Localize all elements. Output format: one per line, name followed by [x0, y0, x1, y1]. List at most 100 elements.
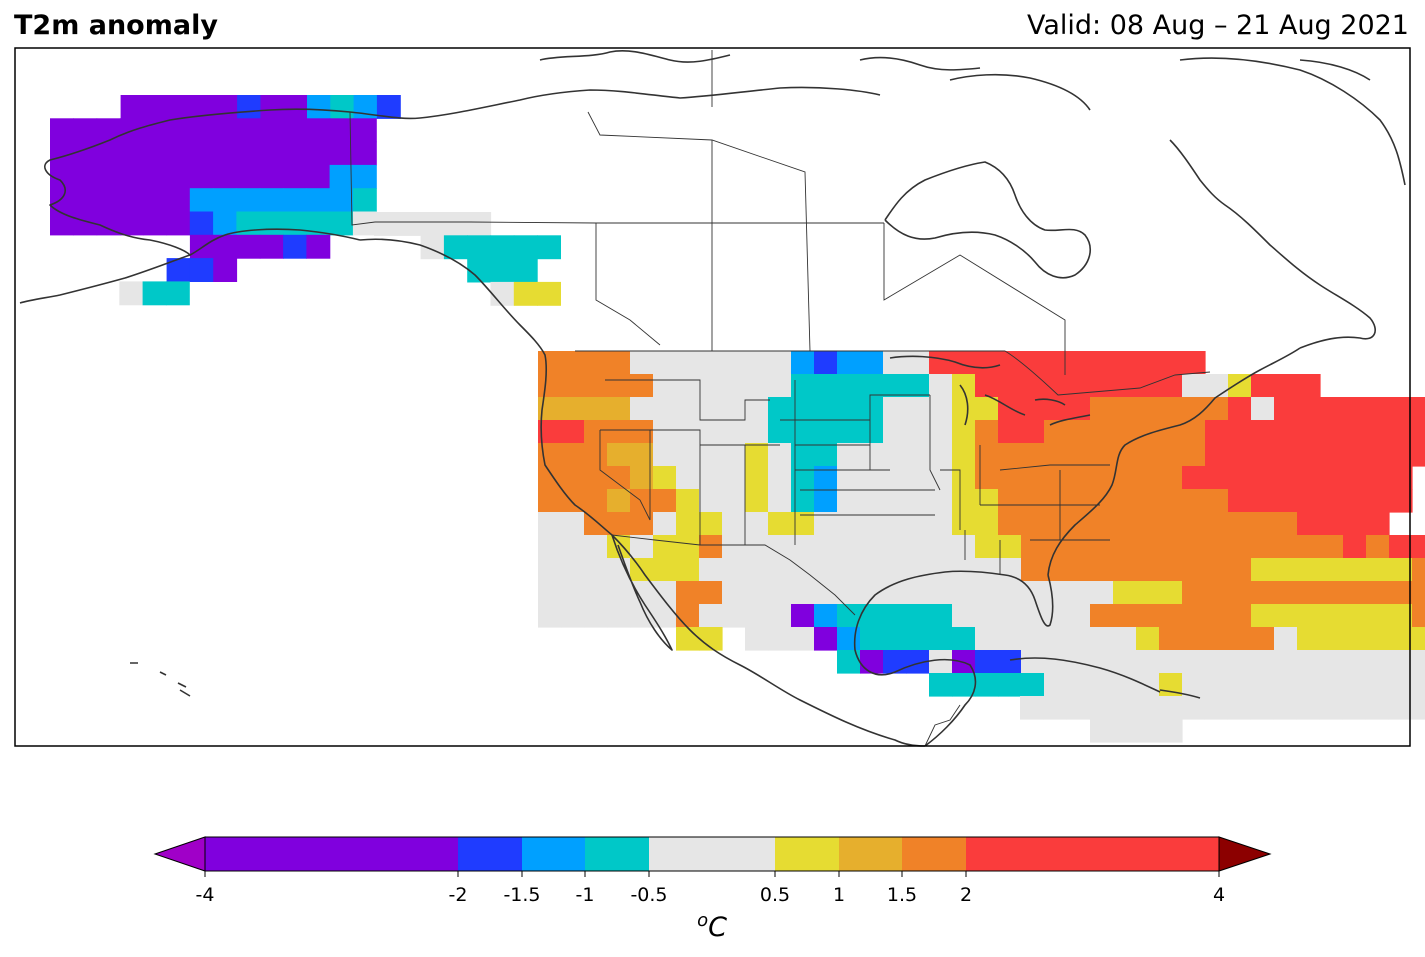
anomaly-cell: [975, 673, 999, 697]
anomaly-cell: [722, 535, 746, 559]
anomaly-cell: [607, 397, 631, 421]
anomaly-cell: [1366, 673, 1390, 697]
anomaly-cell: [1297, 581, 1321, 605]
anomaly-cell: [998, 351, 1022, 375]
anomaly-cell: [975, 650, 999, 674]
anomaly-cell: [1250, 696, 1274, 720]
anomaly-cell: [538, 420, 562, 444]
anomaly-cell: [1343, 397, 1367, 421]
anomaly-cell: [1044, 351, 1068, 375]
anomaly-cell: [1044, 466, 1068, 490]
anomaly-cell: [1343, 489, 1367, 513]
anomaly-cell: [1366, 397, 1390, 421]
coastline-arctic-islands: [539, 50, 1406, 186]
anomaly-cell: [584, 351, 608, 375]
coastline-arctic: [349, 86, 881, 120]
anomaly-cell: [538, 351, 562, 375]
anomaly-cell: [1297, 466, 1321, 490]
anomaly-cell: [929, 466, 953, 490]
anomaly-cell: [1113, 719, 1137, 743]
anomaly-cell: [1113, 558, 1137, 582]
anomaly-cell: [329, 141, 354, 166]
anomaly-cell: [883, 443, 907, 467]
anomaly-cell: [1067, 489, 1091, 513]
anomaly-cell: [607, 351, 631, 375]
anomaly-cell: [1113, 420, 1137, 444]
anomaly-cell: [1274, 650, 1298, 674]
anomaly-cell: [73, 118, 98, 143]
anomaly-cell: [561, 443, 585, 467]
anomaly-cell: [653, 489, 677, 513]
anomaly-cell: [1205, 374, 1229, 398]
anomaly-cell: [630, 397, 654, 421]
anomaly-cell: [630, 466, 654, 490]
anomaly-cell: [1366, 489, 1390, 513]
colorbar-tick-label: -1: [576, 884, 595, 906]
anomaly-cell: [607, 604, 631, 628]
anomaly-cell: [1228, 420, 1252, 444]
anomaly-cell: [1136, 719, 1160, 743]
anomaly-cell: [584, 420, 608, 444]
anomaly-cell: [722, 512, 746, 536]
anomaly-cell: [883, 627, 907, 651]
anomaly-cell: [929, 627, 953, 651]
anomaly-cell: [329, 118, 354, 143]
anomaly-cell: [676, 512, 700, 536]
anomaly-cell: [929, 374, 953, 398]
anomaly-cell: [1274, 627, 1298, 651]
anomaly-cell: [1113, 581, 1137, 605]
anomaly-cell: [929, 581, 953, 605]
anomaly-cell: [1067, 604, 1091, 628]
anomaly-cell: [1251, 535, 1275, 559]
coastline-labrador: [1169, 139, 1376, 349]
colorbar-under-arrow: [153, 836, 206, 872]
anomaly-grid: [50, 95, 1425, 743]
anomaly-cell: [1205, 650, 1229, 674]
coastline-atlantic: [1047, 347, 1301, 576]
anomaly-cell: [860, 443, 884, 467]
anomaly-cell: [1389, 581, 1413, 605]
anomaly-cell: [814, 374, 838, 398]
anomaly-cell: [1343, 558, 1367, 582]
anomaly-cell: [236, 188, 261, 213]
anomaly-cell: [975, 558, 999, 582]
anomaly-cell: [213, 188, 237, 213]
anomaly-cell: [1274, 673, 1298, 697]
anomaly-cell: [329, 188, 354, 213]
anomaly-cell: [814, 535, 838, 559]
anomaly-cell: [1297, 558, 1321, 582]
anomaly-cell: [1044, 673, 1068, 697]
anomaly-cell: [1366, 466, 1390, 490]
anomaly-cell: [1113, 397, 1137, 421]
anomaly-cell: [119, 211, 144, 236]
anomaly-cell: [860, 351, 884, 375]
anomaly-cell: [676, 466, 700, 490]
anomaly-cell: [998, 443, 1022, 467]
anomaly-cell: [142, 281, 167, 306]
anomaly-cell: [860, 627, 884, 651]
anomaly-cell: [1044, 443, 1068, 467]
anomaly-cell: [584, 374, 608, 398]
anomaly-cell: [73, 188, 98, 213]
anomaly-cell: [837, 489, 861, 513]
anomaly-cell: [814, 489, 838, 513]
coastline-gulf: [853, 570, 1054, 747]
anomaly-cell: [561, 420, 585, 444]
anomaly-cell: [1067, 351, 1091, 375]
anomaly-cell: [929, 650, 953, 674]
anomaly-cell: [236, 118, 261, 143]
anomaly-cell: [1182, 604, 1206, 628]
anomaly-cell: [1228, 443, 1252, 467]
anomaly-cell: [513, 235, 538, 260]
anomaly-cell: [768, 581, 792, 605]
anomaly-cell: [906, 443, 930, 467]
anomaly-cell: [1343, 673, 1367, 697]
anomaly-cell: [906, 374, 930, 398]
anomaly-cell: [630, 512, 654, 536]
anomaly-cell: [1136, 351, 1160, 375]
anomaly-cell: [837, 443, 861, 467]
coastline-alaska: [44, 108, 361, 256]
anomaly-cell: [1343, 512, 1367, 536]
anomaly-cell: [1412, 650, 1425, 674]
anomaly-cell: [1205, 535, 1229, 559]
